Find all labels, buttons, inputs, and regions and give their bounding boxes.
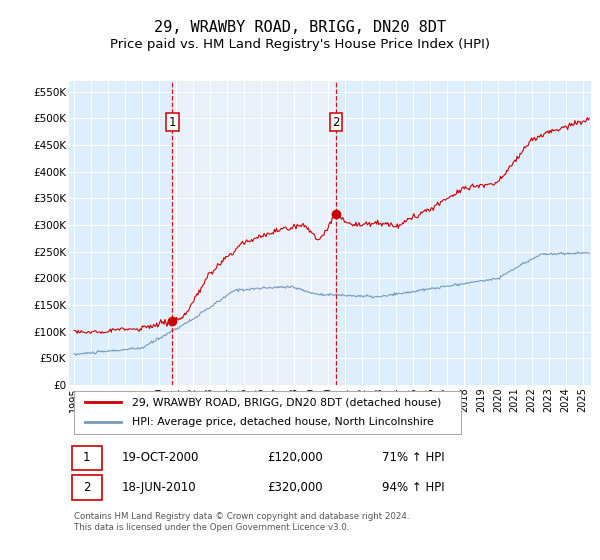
- Text: 1: 1: [169, 116, 176, 129]
- Text: Contains HM Land Registry data © Crown copyright and database right 2024.
This d: Contains HM Land Registry data © Crown c…: [74, 512, 410, 532]
- Text: HPI: Average price, detached house, North Lincolnshire: HPI: Average price, detached house, Nort…: [131, 417, 433, 427]
- Text: 71% ↑ HPI: 71% ↑ HPI: [382, 451, 445, 464]
- FancyBboxPatch shape: [71, 475, 102, 500]
- Text: 19-OCT-2000: 19-OCT-2000: [121, 451, 199, 464]
- Bar: [172, 81, 336, 385]
- Text: Price paid vs. HM Land Registry's House Price Index (HPI): Price paid vs. HM Land Registry's House …: [110, 38, 490, 50]
- Text: 18-JUN-2010: 18-JUN-2010: [121, 481, 196, 494]
- Text: 94% ↑ HPI: 94% ↑ HPI: [382, 481, 445, 494]
- Text: £320,000: £320,000: [268, 481, 323, 494]
- Text: 29, WRAWBY ROAD, BRIGG, DN20 8DT (detached house): 29, WRAWBY ROAD, BRIGG, DN20 8DT (detach…: [131, 398, 441, 408]
- FancyBboxPatch shape: [71, 446, 102, 470]
- Text: 29, WRAWBY ROAD, BRIGG, DN20 8DT: 29, WRAWBY ROAD, BRIGG, DN20 8DT: [154, 20, 446, 35]
- Text: £120,000: £120,000: [268, 451, 323, 464]
- FancyBboxPatch shape: [74, 391, 461, 434]
- Text: 2: 2: [332, 116, 340, 129]
- Text: 1: 1: [83, 451, 91, 464]
- Text: 2: 2: [83, 481, 91, 494]
